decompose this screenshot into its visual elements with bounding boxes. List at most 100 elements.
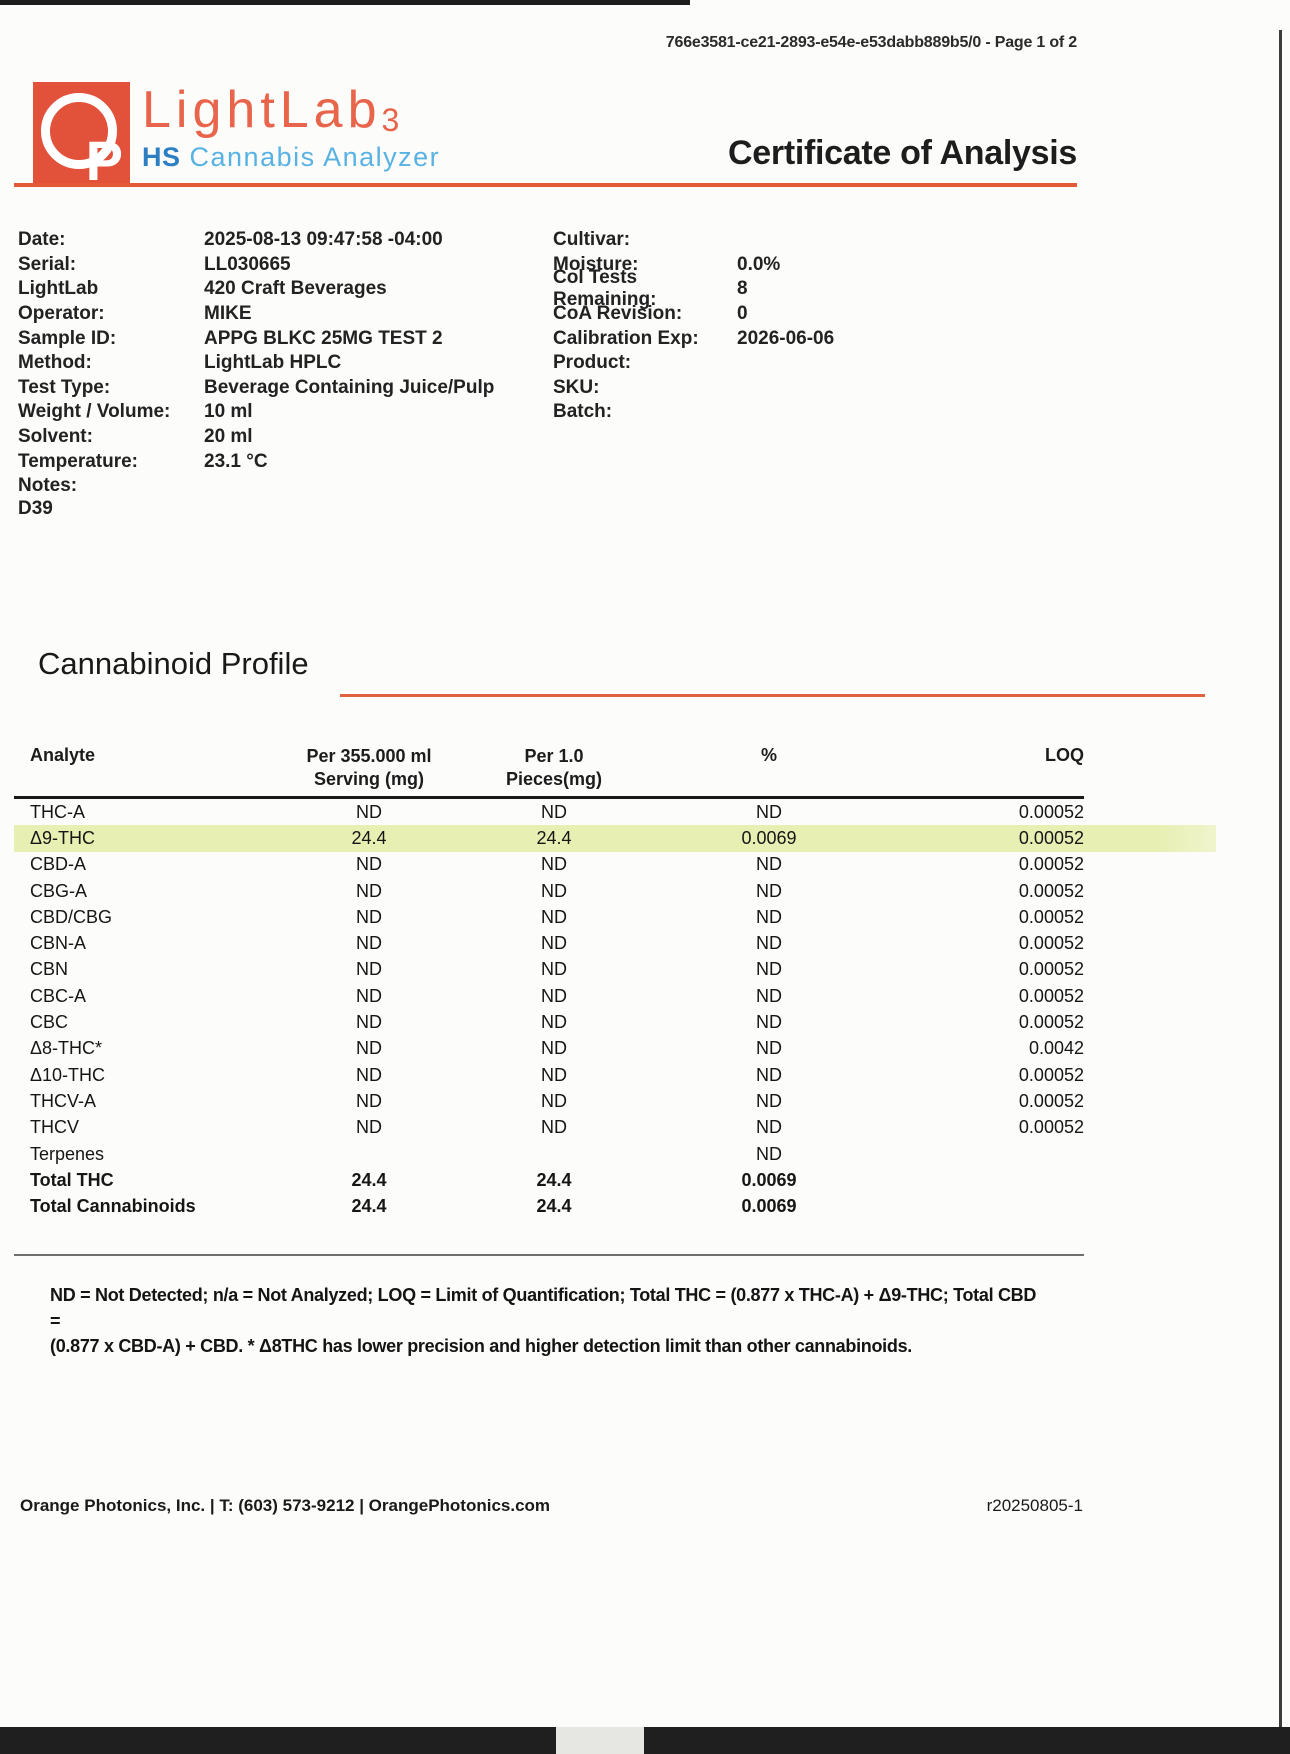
cell-percent: ND: [756, 1064, 782, 1085]
scan-edge-right: [1279, 30, 1282, 1727]
metadata-right-column: Cultivar: Moisture: 0.0% Col Tests Remai…: [553, 228, 1073, 425]
table-row: CBC-A ND ND ND 0.00052: [14, 983, 1084, 1009]
cell-analyte: CBC: [30, 1012, 69, 1033]
meta-field: SKU:: [553, 376, 1073, 401]
meta-label: Calibration Exp:: [553, 327, 699, 349]
table-bottom-divider: [14, 1254, 1084, 1256]
lightlab-logo: P LightLab3 HS Cannabis Analyzer: [33, 82, 440, 189]
meta-field: Col Tests Remaining: 8: [553, 267, 1073, 310]
meta-field: Test Type: Beverage Containing Juice/Pul…: [18, 376, 538, 401]
cell-percent: ND: [756, 933, 782, 954]
meta-field: Product:: [553, 351, 1073, 376]
footnote-line2: (0.877 x CBD-A) + CBD. * Δ8THC has lower…: [50, 1336, 912, 1356]
cell-per-piece: ND: [541, 854, 567, 875]
cell-per-serving: ND: [356, 1064, 382, 1085]
cell-percent: 0.0069: [741, 1169, 797, 1190]
meta-value: Beverage Containing Juice/Pulp: [204, 376, 495, 398]
table-row: CBD-A ND ND ND 0.00052: [14, 852, 1084, 878]
cell-loq: 0.00052: [1018, 1090, 1084, 1111]
cell-percent: ND: [756, 985, 782, 1006]
cell-per-serving: ND: [356, 906, 382, 927]
cell-percent: ND: [756, 1038, 782, 1059]
cell-per-serving: 24.4: [351, 827, 387, 848]
header-per-serving-line2: Serving (mg): [313, 769, 424, 789]
cell-analyte: THCV-A: [30, 1090, 97, 1111]
table-row: Δ10-THC ND ND ND 0.00052: [14, 1062, 1084, 1088]
cell-percent: ND: [756, 1090, 782, 1111]
header-analyte: Analyte: [30, 745, 96, 765]
document-reference: 766e3581-ce21-2893-e54e-e53dabb889b5/0 -…: [665, 34, 1077, 51]
header-divider: [14, 183, 1077, 187]
cell-per-piece: ND: [541, 985, 567, 1006]
table-row: CBN ND ND ND 0.00052: [14, 957, 1084, 983]
cell-percent: ND: [756, 880, 782, 901]
meta-label: Product:: [553, 352, 632, 374]
meta-label: SKU:: [553, 376, 600, 398]
meta-field: Method: LightLab HPLC: [18, 351, 538, 376]
meta-value: 2025-08-13 09:47:58 -04:00: [204, 229, 443, 251]
logo-wordmark: LightLab3 HS Cannabis Analyzer: [142, 82, 440, 173]
cell-loq: 0.00052: [1018, 1064, 1084, 1085]
cell-analyte: CBN-A: [30, 933, 87, 954]
scan-edge-top: [0, 0, 690, 5]
orange-photonics-monogram-icon: P: [33, 82, 130, 189]
scan-edge-bottom: [0, 1727, 1290, 1754]
table-row: THCV ND ND ND 0.00052: [14, 1115, 1084, 1141]
cell-analyte: Terpenes: [30, 1143, 105, 1164]
cell-loq: 0.00052: [1018, 854, 1084, 875]
cell-analyte: Total Cannabinoids: [30, 1196, 196, 1217]
cell-percent: ND: [756, 1143, 782, 1164]
meta-label: LightLab: [18, 278, 99, 300]
meta-field: Notes:: [18, 474, 538, 499]
table-row: Δ8-THC* ND ND ND 0.0042: [14, 1036, 1084, 1062]
cell-loq: 0.00052: [1018, 1117, 1084, 1138]
cell-loq: 0.00052: [1018, 906, 1084, 927]
meta-value: MIKE: [204, 303, 252, 325]
company-contact: Orange Photonics, Inc. | T: (603) 573-92…: [20, 1496, 551, 1515]
table-row: CBN-A ND ND ND 0.00052: [14, 930, 1084, 956]
meta-value: 23.1 °C: [204, 450, 268, 472]
table-row: Δ9-THC 24.4 24.4 0.0069 0.00052: [14, 825, 1216, 852]
section-title-underline: [340, 694, 1205, 697]
meta-label: CoA Revision:: [553, 303, 683, 325]
table-body: THC-A ND ND ND 0.00052 Δ9-THC 24.4 24.4 …: [14, 799, 1216, 1220]
meta-label: Batch:: [553, 401, 613, 423]
meta-value: 0: [737, 303, 748, 325]
table-footnote: ND = Not Detected; n/a = Not Analyzed; L…: [50, 1283, 1050, 1360]
meta-label: Operator:: [18, 303, 105, 325]
meta-field: Batch:: [553, 400, 1073, 425]
header-per-serving: Per 355.000 ml Serving (mg): [284, 745, 454, 791]
header-percent: %: [760, 745, 777, 765]
cell-percent: ND: [756, 906, 782, 927]
table-row: THC-A ND ND ND 0.00052: [14, 799, 1084, 825]
cell-analyte: THCV: [30, 1117, 79, 1138]
cell-per-piece: ND: [541, 880, 567, 901]
cell-per-piece: ND: [541, 1117, 567, 1138]
meta-field: Solvent: 20 ml: [18, 425, 538, 450]
cell-analyte: CBD-A: [30, 854, 87, 875]
cell-analyte: Total THC: [30, 1169, 114, 1190]
table-row: CBD/CBG ND ND ND 0.00052: [14, 904, 1084, 930]
cell-loq: 0.00052: [1018, 801, 1084, 822]
table-row: CBC ND ND ND 0.00052: [14, 1009, 1084, 1035]
meta-value: 2026-06-06: [737, 327, 835, 349]
cell-per-serving: ND: [356, 933, 382, 954]
table-row: Terpenes ND: [14, 1141, 1084, 1167]
cell-loq: 0.00052: [1018, 827, 1084, 848]
meta-value: APPG BLKC 25MG TEST 2: [204, 327, 443, 349]
product-subtitle: HS Cannabis Analyzer: [142, 142, 440, 173]
cell-per-piece: 24.4: [536, 1196, 572, 1217]
cell-analyte: CBG-A: [30, 880, 88, 901]
footnote-line1: ND = Not Detected; n/a = Not Analyzed; L…: [50, 1285, 1037, 1331]
header-per-piece-line1: Per 1.0: [524, 746, 584, 766]
meta-value: 420 Craft Beverages: [204, 278, 387, 300]
scan-edge-bottom-notch: [556, 1727, 644, 1754]
meta-label: Test Type:: [18, 376, 111, 398]
meta-value: 0.0%: [737, 253, 781, 275]
cell-percent: ND: [756, 801, 782, 822]
cell-percent: 0.0069: [741, 827, 797, 848]
header-loq: LOQ: [1045, 745, 1084, 765]
cell-per-piece: ND: [541, 801, 567, 822]
meta-field: LightLab 420 Craft Beverages: [18, 277, 538, 302]
brand-text: LightLab: [142, 81, 382, 139]
